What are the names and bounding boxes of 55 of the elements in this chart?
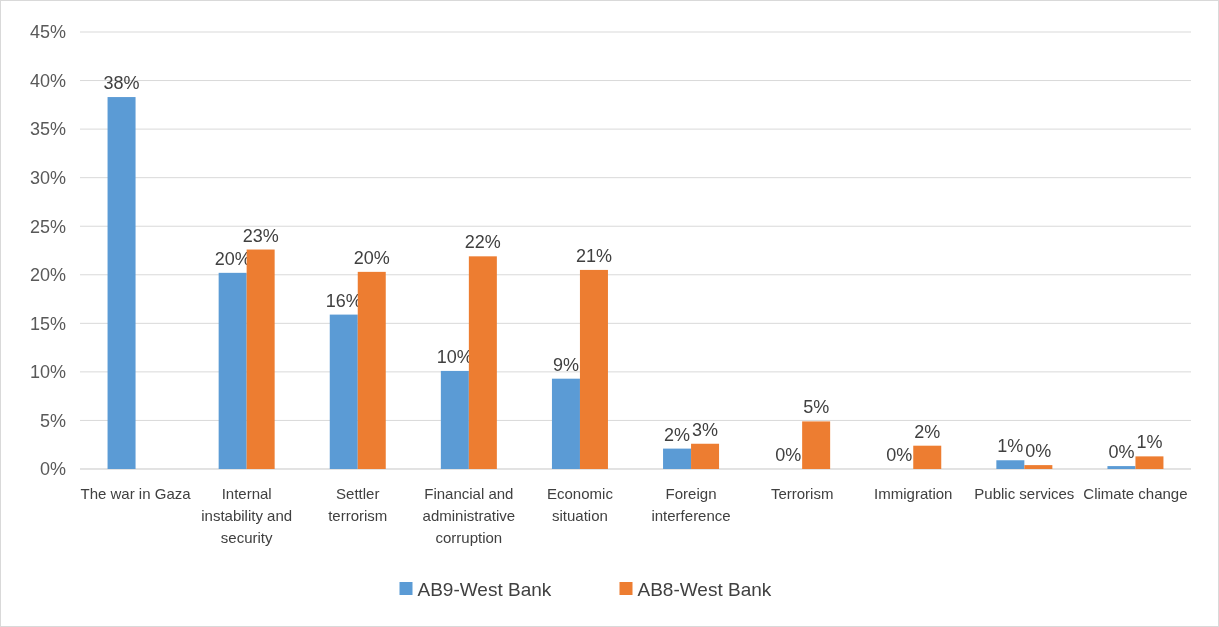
bar <box>996 460 1025 469</box>
bar <box>357 271 386 469</box>
data-label: 38% <box>103 73 140 94</box>
data-label: 2% <box>664 424 691 445</box>
data-label: 0% <box>1108 442 1135 463</box>
x-tick-label: Economic situation <box>547 485 614 524</box>
data-label: 0% <box>775 445 802 465</box>
x-tick-label: Public services <box>974 485 1075 502</box>
bar <box>246 249 275 469</box>
bar <box>691 443 720 469</box>
y-tick-label: 45% <box>29 22 66 43</box>
bar <box>1024 465 1053 469</box>
y-tick-label: 10% <box>29 362 66 383</box>
data-label: 2% <box>914 421 941 442</box>
x-tick-label: The war in Gaza <box>80 485 192 502</box>
x-tick-label: Financial and administrative corruption <box>422 485 516 546</box>
bar <box>218 272 247 469</box>
y-tick-label: 25% <box>29 216 66 237</box>
y-tick-label: 40% <box>29 70 66 91</box>
y-tick-label: 15% <box>29 313 66 334</box>
data-label: 22% <box>464 232 501 253</box>
data-label: 1% <box>997 436 1024 457</box>
bar <box>913 445 942 469</box>
data-label: 21% <box>575 245 612 266</box>
x-tick-label: Foreign interference <box>651 485 731 524</box>
bar <box>663 448 692 469</box>
data-label: 9% <box>552 354 579 375</box>
data-label: 3% <box>692 419 719 440</box>
y-tick-label: 35% <box>29 119 66 140</box>
bar <box>1107 466 1136 469</box>
bar <box>107 97 136 469</box>
bar <box>551 378 580 469</box>
bar <box>579 269 608 469</box>
x-tick-label: Climate change <box>1083 485 1188 502</box>
x-tick-label: Immigration <box>874 485 953 502</box>
bar <box>440 370 469 469</box>
x-tick-label: Terrorism <box>770 485 834 502</box>
y-tick-label: 30% <box>29 167 66 188</box>
data-label: 0% <box>1025 441 1052 462</box>
legend-label: AB9-West Bank <box>417 578 552 600</box>
x-tick-label: Settler terrorism <box>328 485 388 524</box>
y-tick-label: 5% <box>39 410 66 431</box>
data-label: 5% <box>803 397 830 418</box>
x-tick-label: Internal instability and security <box>201 485 293 546</box>
data-label: 1% <box>1136 432 1163 453</box>
data-label: 20% <box>353 247 390 268</box>
bar <box>1135 456 1164 469</box>
legend-label: AB8-West Bank <box>637 578 772 600</box>
bar <box>329 314 358 469</box>
y-tick-label: 20% <box>29 265 66 286</box>
data-label: 0% <box>886 445 913 465</box>
y-tick-label: 0% <box>39 459 66 480</box>
data-label: 23% <box>242 225 279 246</box>
bar <box>802 421 831 469</box>
bar <box>468 256 497 469</box>
